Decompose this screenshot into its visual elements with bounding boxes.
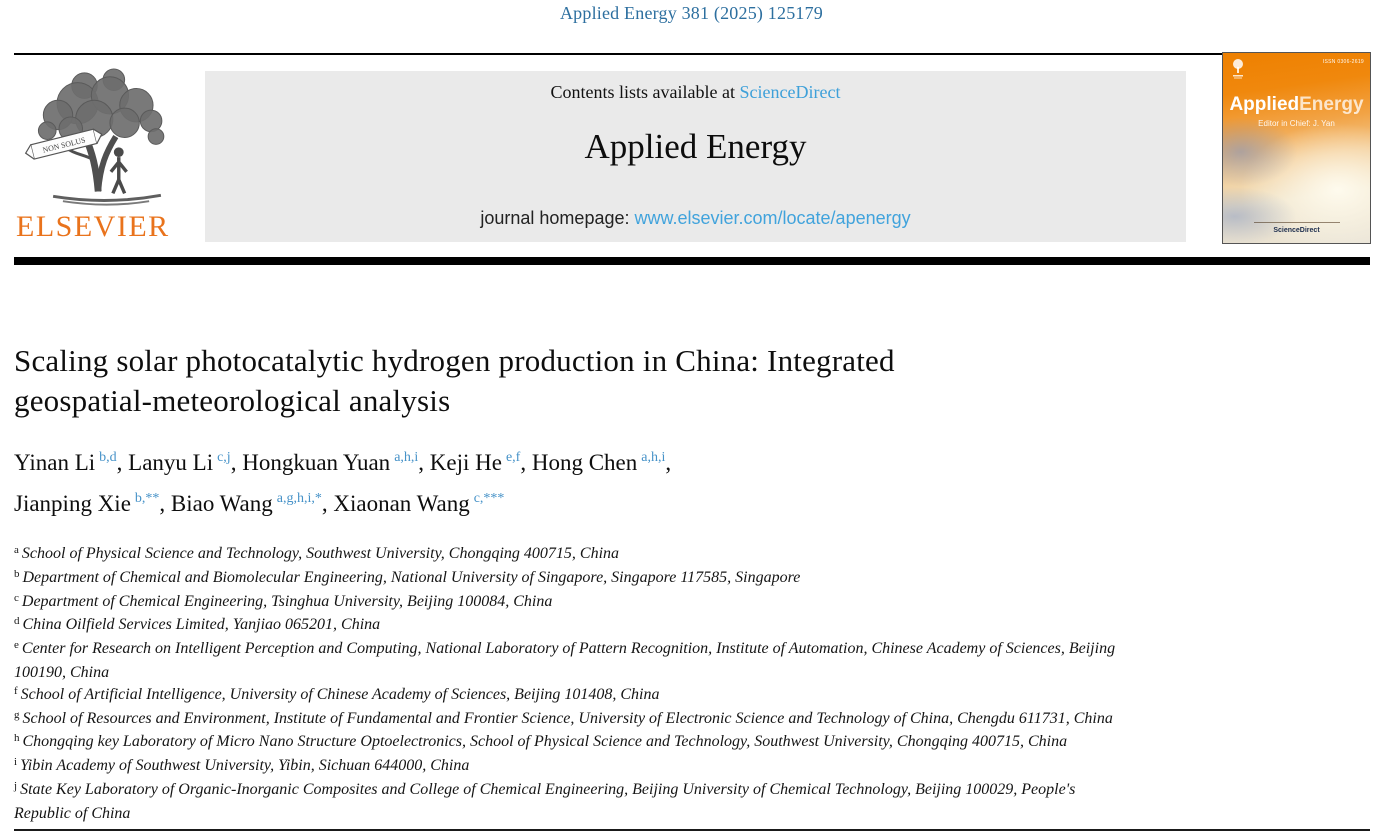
affiliation-label: a: [14, 544, 19, 556]
affiliation-text: Republic of China: [14, 804, 131, 822]
affiliation-text: 100190, China: [14, 663, 110, 681]
affiliation-text: State Key Laboratory of Organic-Inorgani…: [20, 780, 1076, 798]
affiliation-label: c: [14, 591, 19, 604]
author-name: Biao Wang: [170, 491, 273, 516]
affiliation-line: d China Oilfield Services Limited, Yanjia…: [14, 614, 1374, 638]
affiliation-text: School of Resources and Environment, Ins…: [22, 709, 1113, 727]
affiliation-line: b Department of Chemical and Biomolecular…: [14, 567, 1374, 591]
affiliation-label: g: [14, 708, 20, 721]
contents-prefix: Contents lists available at: [550, 82, 740, 102]
author-separator: ,: [116, 450, 129, 475]
affiliation-text: School of Physical Science and Technolog…: [21, 545, 620, 562]
author-name: Hongkuan Yuan: [242, 450, 391, 475]
top-rule: [14, 53, 1370, 55]
author-name: Hong Chen: [531, 450, 638, 475]
author-affiliation-sup[interactable]: b,d: [99, 450, 117, 465]
affiliation-label: e: [14, 639, 19, 652]
footer-rule: [14, 829, 1370, 831]
author-separator: ,: [159, 491, 171, 516]
homepage-link[interactable]: www.elsevier.com/locate/apenergy: [634, 208, 911, 228]
author-affiliation-sup[interactable]: c,***: [473, 491, 505, 506]
affiliation-line: j State Key Laboratory of Organic-Inorgan…: [14, 779, 1374, 803]
affiliation-line: Republic of China: [14, 803, 1374, 825]
elsevier-wordmark: ELSEVIER: [16, 210, 170, 243]
elsevier-logo[interactable]: NON SOLUS ELSEVIER: [14, 66, 204, 246]
affiliation-text: School of Artificial Intelligence, Unive…: [20, 685, 660, 703]
cover-title-applied: Applied: [1229, 94, 1300, 115]
affiliation-label: f: [14, 684, 18, 697]
affiliation-text: Department of Chemical and Biomolecular …: [22, 568, 801, 586]
author-name: Jianping Xie: [14, 491, 131, 516]
affiliation-text: Chongqing key Laboratory of Micro Nano S…: [22, 733, 1068, 751]
affiliation-line: g School of Resources and Environment, In…: [14, 708, 1374, 732]
article-title: Scaling solar photocatalytic hydrogen pr…: [14, 341, 895, 421]
author-separator: ,: [665, 450, 672, 475]
cover-editor-line: Editor in Chief: J. Yan: [1258, 119, 1335, 128]
homepage-prefix: journal homepage:: [480, 208, 635, 228]
author-name: Xiaonan Wang: [333, 491, 470, 516]
cover-elsevier-mini-logo-icon: [1230, 58, 1246, 85]
author-lines: Yinan Li b,d, Lanyu Li c,j, Hongkuan Yuan a…: [14, 444, 671, 526]
author-separator: ,: [321, 491, 334, 516]
affiliation-line: 100190, China: [14, 662, 1374, 684]
affiliation-line: f School of Artificial Intelligence, Univ…: [14, 684, 1374, 708]
affiliation-line: h Chongqing key Laboratory of Micro Nano …: [14, 731, 1374, 755]
affiliation-text: China Oilfield Services Limited, Yanjiao…: [22, 616, 381, 634]
author-separator: ,: [230, 450, 243, 475]
header-divider-band: [14, 257, 1370, 265]
article-title-line2: geospatial-meteorological analysis: [14, 383, 451, 418]
affiliation-text: Yibin Academy of Southwest University, Y…: [20, 757, 470, 775]
author-name: Lanyu Li: [128, 450, 214, 475]
affiliation-label: j: [14, 779, 18, 792]
cover-journal-title: AppliedEnergy: [1223, 95, 1370, 114]
affiliation-line: a School of Physical Science and Technolo…: [14, 543, 1374, 567]
journal-title: Applied Energy: [584, 127, 807, 166]
affiliation-label: h: [14, 732, 20, 745]
homepage-line: journal homepage: www.elsevier.com/locat…: [205, 208, 1186, 229]
affiliation-label: d: [14, 615, 20, 628]
author-separator: ,: [418, 450, 430, 475]
author-affiliation-sup[interactable]: c,j: [217, 450, 231, 465]
article-title-line1: Scaling solar photocatalytic hydrogen pr…: [14, 343, 895, 378]
affiliation-text: Department of Chemical Engineering, Tsin…: [21, 592, 553, 610]
author-line: Jianping Xie b,**, Biao Wang a,g,h,i,*, Xi…: [14, 485, 671, 526]
author-name: Keji He: [429, 450, 502, 475]
author-affiliation-sup[interactable]: b,**: [134, 491, 160, 506]
affiliation-label: b: [14, 567, 20, 580]
author-affiliation-sup[interactable]: a,h,i: [641, 450, 666, 465]
journal-cover-image: ISSN 0306-2619 AppliedEnergy Editor in C…: [1222, 52, 1371, 244]
contents-line: Contents lists available at ScienceDirec…: [205, 82, 1186, 103]
cover-sciencedirect-label: ScienceDirect: [1273, 227, 1320, 234]
cover-title-energy: Energy: [1299, 94, 1364, 115]
affiliation-line: i Yibin Academy of Southwest University, …: [14, 755, 1374, 779]
sciencedirect-link[interactable]: ScienceDirect: [739, 82, 841, 102]
affiliations: a School of Physical Science and Technolo…: [14, 543, 1374, 825]
author-affiliation-sup[interactable]: a,g,h,i,*: [276, 491, 322, 506]
affiliation-line: e Center for Research on Intelligent Perc…: [14, 638, 1374, 662]
affiliation-line: c Department of Chemical Engineering, Tsi…: [14, 591, 1374, 615]
author-separator: ,: [520, 450, 532, 475]
journal-header-box: Contents lists available at ScienceDirec…: [205, 71, 1186, 242]
affiliation-text: Center for Research on Intelligent Perce…: [21, 640, 1116, 658]
author-affiliation-sup[interactable]: e,f: [505, 450, 521, 465]
author-line: Yinan Li b,d, Lanyu Li c,j, Hongkuan Yuan a…: [14, 444, 671, 485]
citation-line[interactable]: Applied Energy 381 (2025) 125179: [559, 3, 824, 23]
author-affiliation-sup[interactable]: a,h,i: [394, 450, 419, 465]
author-name: Yinan Li: [14, 450, 96, 475]
cover-footer-rule: [1253, 222, 1340, 223]
elsevier-tree-icon: NON SOLUS: [22, 66, 192, 211]
affiliation-label: i: [14, 756, 18, 769]
cover-issn: ISSN 0306-2619: [1322, 59, 1364, 65]
